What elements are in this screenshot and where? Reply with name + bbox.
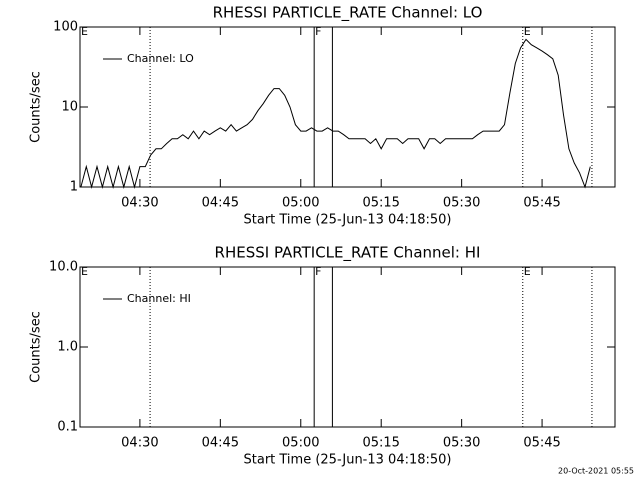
footer: 20-Oct-2021 05:55 (558, 467, 634, 476)
y-axis-label: Counts/sec (29, 71, 44, 143)
x-axis-label: Start Time (25-Jun-13 04:18:50) (244, 453, 452, 468)
x-tick-label: 04:30 (121, 196, 158, 211)
x-tick-label: 05:00 (282, 436, 319, 451)
annotation: E (81, 265, 88, 278)
plot-frame (79, 26, 616, 188)
annotation: F (315, 25, 321, 38)
x-tick-label: 05:45 (523, 196, 560, 211)
x-tick-label: 05:15 (362, 436, 399, 451)
data-line (80, 38, 591, 189)
plot-frame (79, 266, 616, 428)
y-tick-label: 0.1 (57, 420, 78, 435)
y-tick-label: 10 (61, 100, 78, 115)
legend-label: Channel: LO (127, 52, 194, 65)
x-tick-label: 04:30 (121, 436, 158, 451)
annotation: E (524, 25, 531, 38)
y-tick-label: 100 (53, 20, 78, 35)
y-axis-label: Counts/sec (29, 311, 44, 383)
x-tick-label: 05:15 (362, 196, 399, 211)
x-tick-label: 05:30 (443, 436, 480, 451)
x-tick-label: 04:45 (202, 436, 239, 451)
chart-title: RHESSI PARTICLE_RATE Channel: LO (213, 4, 483, 23)
x-axis-label: Start Time (25-Jun-13 04:18:50) (244, 213, 452, 228)
x-tick-label: 05:00 (282, 196, 319, 211)
annotation: E (81, 25, 88, 38)
y-tick-label: 1 (70, 180, 78, 195)
annotation: E (524, 265, 531, 278)
chart-title: RHESSI PARTICLE_RATE Channel: HI (215, 244, 481, 263)
x-tick-label: 04:45 (202, 196, 239, 211)
y-tick-label: 1.0 (57, 340, 78, 355)
x-tick-label: 05:45 (523, 436, 560, 451)
y-tick-label: 10.0 (49, 260, 78, 275)
x-tick-label: 05:30 (443, 196, 480, 211)
annotation: F (315, 265, 321, 278)
legend-label: Channel: HI (127, 292, 191, 305)
